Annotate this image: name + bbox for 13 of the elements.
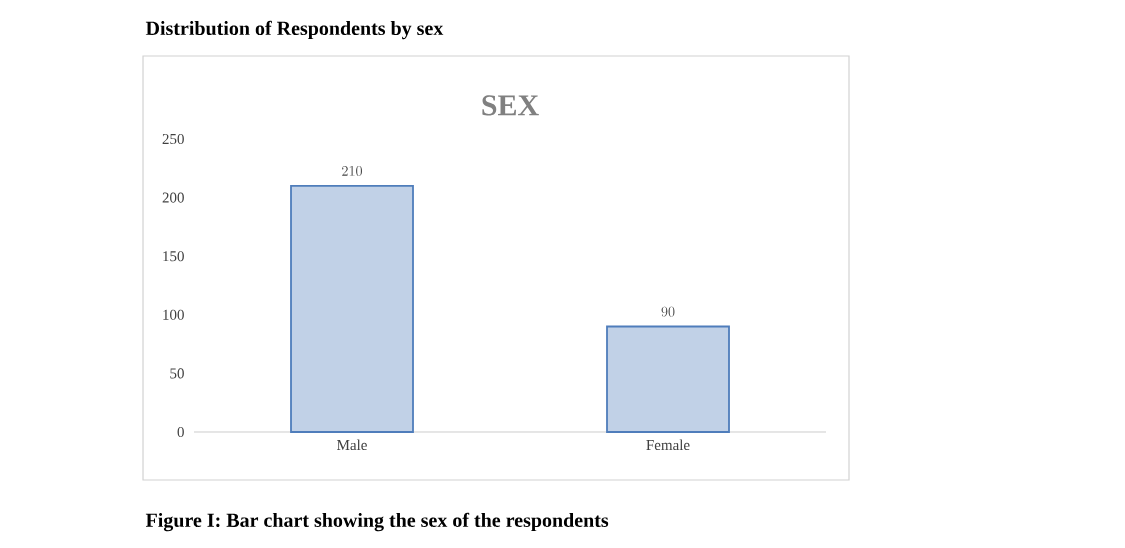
y-tick-label: 250 [162,133,184,145]
y-tick-label: 50 [170,368,184,379]
y-tick-label: 0 [177,426,184,438]
text: Figure I: Bar chart showing the sex of the respondents [145,512,609,532]
text: Distribution of Respondents by sex [145,20,444,40]
x-tick-label: Female [646,439,690,451]
y-tick-label: 100 [163,309,184,320]
y-tick-label: 150 [163,251,184,262]
x-tick-label: Male [337,439,367,451]
chart-title: SEX [482,95,539,116]
data-label: 210 [342,166,362,176]
data-label: 90 [661,306,675,317]
y-tick-label: 200 [162,192,184,203]
